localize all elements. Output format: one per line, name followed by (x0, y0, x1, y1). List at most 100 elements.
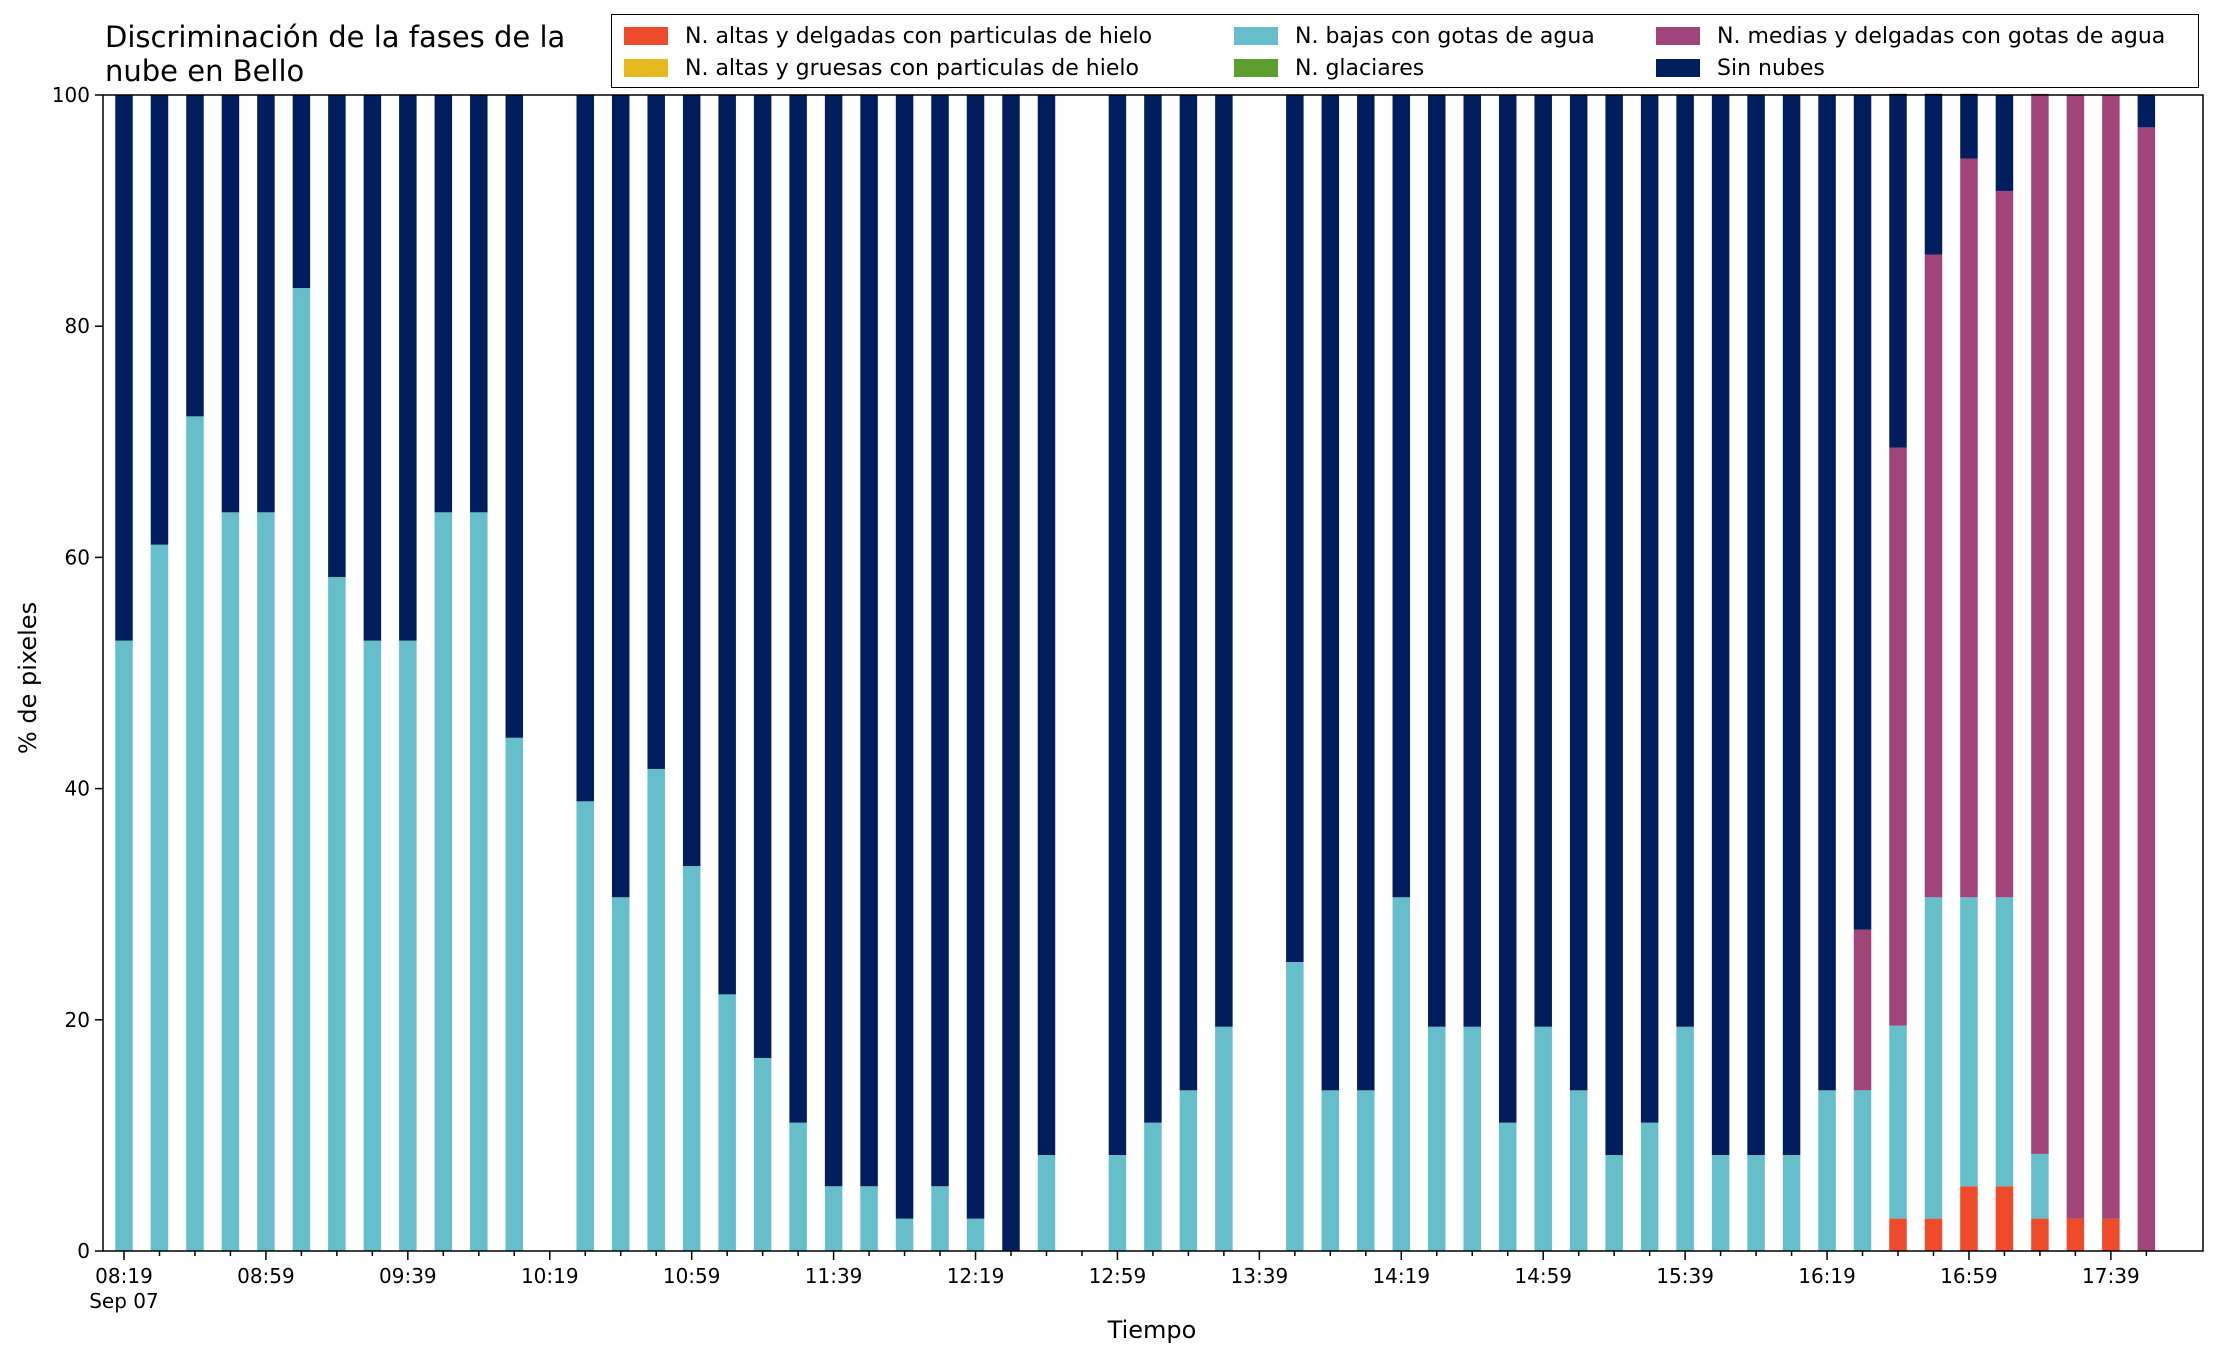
x-tick-label: 14:59 (1514, 1264, 1572, 1288)
bar-segment-s0-1649 (1924, 1218, 1943, 1251)
bar-segment-s5-1649 (1924, 93, 1943, 255)
x-tick-label: 10:19 (521, 1264, 579, 1288)
bar-segment-s5-1259 (1108, 95, 1127, 1156)
chart-title: Discriminación de la fases de la nube en… (105, 20, 565, 88)
bar-segment-s2-1159 (895, 1218, 914, 1251)
bar-segment-s5-1619 (1818, 95, 1836, 1091)
bar-segment-s5-0949 (434, 95, 453, 513)
chart-title-line-1: Discriminación de la fases de la (105, 20, 566, 54)
bar-segment-s5-0929 (363, 95, 382, 641)
bar-segment-s5-0849 (221, 95, 240, 513)
bar-segment-s5-1419 (1392, 95, 1411, 898)
bar-segment-s0-1739 (2102, 1218, 2120, 1251)
bar-segment-s2-1059 (682, 866, 701, 1251)
bar-segment-s2-0929 (363, 640, 382, 1251)
bar-segment-s5-1239 (1037, 95, 1056, 1156)
bar-segment-s5-1049 (647, 95, 665, 769)
bar-segment-s2-0939 (399, 640, 417, 1251)
x-tick-label: 15:39 (1656, 1264, 1714, 1288)
bar-segment-s5-0829 (150, 95, 169, 545)
bar-segment-s4-1709 (1995, 190, 2014, 898)
bar-segment-s2-1139 (824, 1186, 843, 1251)
bar-segment-s0-1709 (1995, 1186, 2014, 1251)
bar-segment-s2-0919 (328, 577, 346, 1251)
y-axis-label: % de pixeles (14, 602, 42, 754)
y-tick-label: 40 (65, 777, 90, 801)
bar-segment-s5-1149 (860, 95, 878, 1187)
legend-swatch (1656, 59, 1700, 77)
x-axis-label: Tiempo (1107, 1316, 1197, 1344)
bar-segment-s2-1039 (611, 897, 630, 1251)
bar-segment-s5-1709 (1995, 95, 2014, 191)
legend-item: N. bajas con gotas de agua (1234, 20, 1595, 52)
bar-segment-s2-0959 (470, 512, 488, 1251)
x-tick-label: 14:19 (1372, 1264, 1430, 1288)
bar-segment-s2-1329 (1215, 1026, 1233, 1251)
bar-segment-s5-0859 (257, 95, 275, 513)
legend-item: N. glaciares (1234, 52, 1424, 84)
bar-segment-s5-1229 (1002, 95, 1020, 1251)
legend-label: N. glaciares (1295, 55, 1425, 81)
bar-segment-s2-1309 (1144, 1122, 1162, 1251)
x-tick-label: 09:39 (379, 1264, 437, 1288)
bar-segment-s5-1519 (1605, 95, 1623, 1156)
bar-segment-s5-1209 (931, 95, 949, 1187)
bar-segment-s2-1149 (860, 1186, 878, 1251)
bar-segment-s4-1719 (2031, 93, 2049, 1154)
bar-segment-s5-0839 (186, 95, 204, 417)
bar-segment-s5-1629 (1853, 95, 1872, 930)
x-tick-label: 08:59 (237, 1264, 295, 1288)
bar-segment-s2-1719 (2031, 1153, 2049, 1219)
x-tick-label: 12:19 (947, 1264, 1005, 1288)
bar-segment-s2-1319 (1179, 1090, 1198, 1251)
bar-segment-s2-1519 (1605, 1155, 1623, 1251)
bar-segment-s5-1409 (1357, 95, 1375, 1091)
chart-title-line-2: nube en Bello (105, 54, 305, 88)
bar-segment-s2-1709 (1995, 897, 2014, 1187)
x-tick-label: 17:39 (2082, 1264, 2140, 1288)
bar-segment-s5-1609 (1782, 95, 1801, 1156)
bar-segment-s5-1029 (576, 95, 594, 802)
legend-label: N. altas y delgadas con particulas de hi… (685, 23, 1153, 49)
x-tick-label: 16:59 (1940, 1264, 1998, 1288)
bar-segment-s5-1139 (824, 95, 843, 1187)
y-tick-label: 80 (65, 314, 90, 338)
bar-segment-s2-1109 (718, 994, 736, 1251)
legend-swatch (1234, 59, 1278, 77)
bar-segment-s5-1349 (1286, 95, 1304, 962)
bar-segment-s5-1109 (718, 95, 736, 995)
legend-swatch (1656, 27, 1700, 45)
bar-segment-s5-0959 (470, 95, 488, 513)
bar-segment-s5-1529 (1640, 95, 1659, 1123)
x-tick-label: 12:59 (1089, 1264, 1147, 1288)
bar-segment-s5-1359 (1321, 95, 1340, 1091)
bar-segment-s5-1159 (895, 95, 914, 1219)
bar-segment-s5-1659 (1960, 93, 1978, 159)
bar-segment-s4-1659 (1960, 158, 1978, 898)
bar-segment-s2-0849 (221, 512, 240, 1251)
x-tick-label: 13:39 (1231, 1264, 1289, 1288)
bar-segment-s2-1509 (1569, 1090, 1588, 1251)
bar-segment-s4-1649 (1924, 254, 1943, 898)
bar-segment-s0-1719 (2031, 1218, 2049, 1251)
x-tick-label: 10:59 (663, 1264, 721, 1288)
bar-segment-s2-1649 (1924, 897, 1943, 1219)
bar-segment-s5-1319 (1179, 95, 1198, 1091)
bar-segment-s2-1029 (576, 801, 594, 1251)
bar-segment-s2-0839 (186, 416, 204, 1251)
bar-segment-s5-1429 (1428, 95, 1446, 1027)
bar-segment-s5-0939 (399, 95, 417, 641)
bar-segment-s2-1539 (1676, 1026, 1694, 1251)
bar-segment-s5-1749 (2137, 95, 2156, 128)
bar-segment-s2-1349 (1286, 962, 1304, 1251)
bar-segment-s5-1219 (966, 95, 985, 1219)
y-tick-label: 60 (65, 545, 90, 569)
legend-item: N. altas y gruesas con particulas de hie… (624, 52, 1139, 84)
bar-segment-s2-1119 (753, 1057, 772, 1251)
bar-segment-s2-1529 (1640, 1122, 1659, 1251)
bar-segment-s5-1559 (1747, 95, 1765, 1156)
bar-segment-s4-1639 (1889, 447, 1907, 1026)
legend-label: Sin nubes (1717, 55, 1825, 81)
bar-segment-s5-1329 (1215, 95, 1233, 1027)
y-tick-label: 0 (77, 1239, 90, 1263)
